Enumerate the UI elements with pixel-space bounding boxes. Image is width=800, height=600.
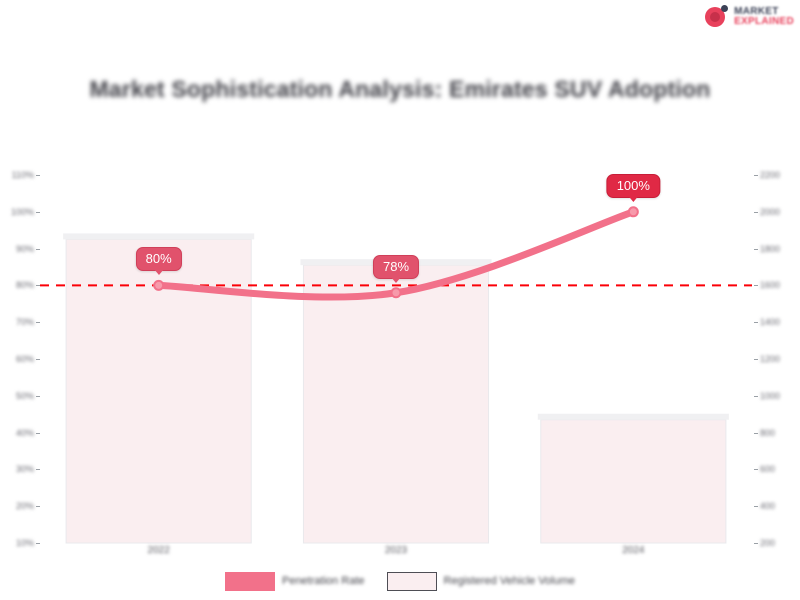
right-axis-tick-mark (754, 543, 758, 544)
logo-line-2: EXPLAINED (734, 16, 794, 27)
x-axis-category-label: 2023 (384, 545, 408, 556)
logo-text: MARKET EXPLAINED (734, 5, 794, 27)
right-axis-tick-label: 600 (760, 464, 776, 475)
right-axis-tick-label: 1600 (760, 280, 781, 291)
brand-logo: MARKET EXPLAINED (703, 2, 794, 32)
right-axis-tick-label: 1800 (760, 243, 781, 254)
left-axis-tick-label: 60% (15, 354, 34, 364)
left-y-axis: 110% 100% 90% 80% 70% 60% 50% 40% 30% 20% 10% (0, 170, 40, 548)
left-axis-tick-label: 80% (15, 280, 34, 291)
right-axis-tick-label: 1200 (760, 354, 781, 364)
left-axis-tick-mark (36, 469, 40, 471)
left-axis-tick-mark (36, 395, 40, 397)
right-y-axis: 2200 2000 1800 1600 1400 1200 1000 800 600 400 200 (752, 170, 800, 548)
line-data-point[interactable] (627, 206, 639, 218)
logo-line-1: MARKET (734, 5, 779, 17)
right-axis-tick-label: 200 (760, 538, 776, 548)
right-axis-tick-label: 400 (760, 501, 776, 512)
right-axis-tick-mark (754, 322, 758, 324)
line-series (153, 206, 639, 301)
right-axis-tick-mark (754, 506, 758, 508)
bar-top-cap (63, 233, 255, 240)
right-axis-tick-mark (754, 248, 758, 250)
legend-swatch-bar-icon (386, 571, 437, 591)
plot-svg (40, 206, 752, 544)
left-axis-tick-label: 70% (15, 317, 34, 328)
left-axis-tick-mark (36, 285, 40, 287)
legend-item-line[interactable]: Penetration Rate (224, 571, 365, 591)
left-axis-tick-mark (36, 359, 40, 360)
left-axis-tick-mark (36, 211, 40, 213)
left-axis-tick-mark (36, 248, 40, 250)
right-axis-tick-label: 1000 (760, 390, 781, 401)
left-axis-tick-mark (36, 432, 40, 434)
right-axis-tick-mark (754, 432, 758, 434)
right-axis-tick-label: 1400 (760, 317, 781, 328)
left-axis-tick-label: 50% (15, 390, 34, 401)
data-label-badge: 100% (606, 173, 660, 202)
legend-item-bar[interactable]: Registered Vehicle Volume (386, 571, 576, 591)
right-axis-tick-mark (754, 395, 758, 397)
left-axis-tick-mark (36, 506, 40, 508)
left-axis-tick-label: 110% (11, 170, 34, 180)
right-axis-tick-mark (754, 359, 758, 360)
left-axis-tick-mark (36, 322, 40, 324)
right-axis-tick-label: 2000 (760, 206, 781, 217)
legend-label-line: Penetration Rate (281, 575, 365, 587)
right-axis-tick-mark (754, 285, 758, 287)
left-axis-tick-label: 30% (15, 464, 34, 475)
bar-series (63, 233, 729, 544)
x-axis-labels: 2022 2023 2024 (40, 545, 752, 563)
bar-column[interactable] (302, 264, 490, 544)
left-axis-tick-label: 10% (15, 538, 34, 548)
logo-target-icon (703, 4, 729, 30)
line-data-point[interactable] (153, 279, 165, 291)
x-axis-category-label: 2022 (147, 545, 170, 556)
bar-top-cap (537, 413, 729, 420)
x-axis-category-label: 2024 (622, 545, 645, 556)
left-axis-tick-mark (36, 543, 40, 544)
right-axis-tick-mark (754, 175, 758, 176)
left-axis-tick-label: 90% (15, 243, 34, 254)
chart-title: Market Sophistication Analysis: Emirates… (89, 76, 711, 102)
left-axis-tick-mark (36, 175, 40, 176)
line-data-point[interactable] (390, 287, 402, 299)
data-label-badge: 80% (135, 247, 182, 276)
left-axis-tick-label: 100% (10, 206, 34, 217)
data-label-badge: 78% (372, 254, 420, 283)
left-axis-tick-label: 40% (15, 427, 34, 438)
right-axis-tick-mark (754, 211, 758, 213)
legend-label-bar: Registered Vehicle Volume (443, 575, 576, 587)
legend-swatch-line-icon (224, 571, 275, 591)
bar-column[interactable] (540, 419, 727, 544)
left-axis-tick-label: 20% (15, 501, 34, 512)
right-axis-tick-label: 2200 (760, 170, 781, 180)
right-axis-tick-mark (754, 469, 758, 471)
plot-area (40, 175, 752, 544)
right-axis-tick-label: 800 (760, 427, 776, 438)
chart-legend: Penetration Rate Registered Vehicle Volu… (0, 570, 800, 592)
